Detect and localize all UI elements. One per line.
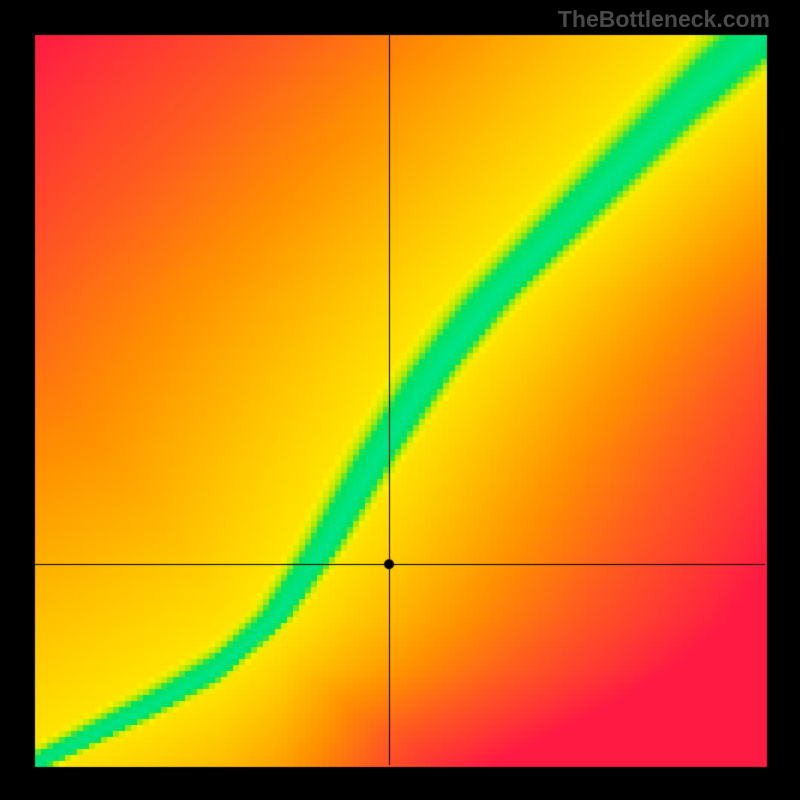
chart-container: TheBottleneck.com [0, 0, 800, 800]
watermark-label: TheBottleneck.com [558, 6, 770, 33]
bottleneck-heatmap [0, 0, 800, 800]
